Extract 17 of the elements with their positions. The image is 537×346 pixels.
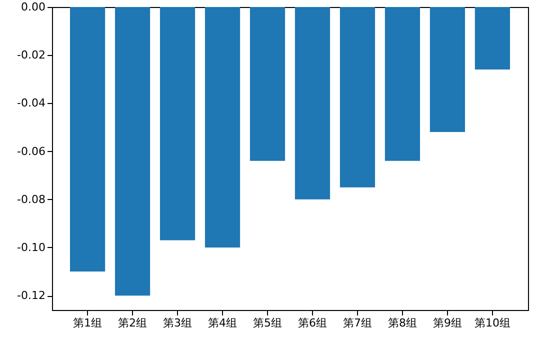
x-tick-label: 第7组 [342, 316, 372, 330]
y-tick-label: -0.10 [17, 240, 46, 254]
y-tick-label: -0.02 [17, 48, 46, 62]
x-tick-label: 第1组 [73, 316, 102, 330]
y-tick-label: -0.04 [17, 96, 46, 110]
x-tick-label: 第5组 [253, 316, 282, 330]
y-tick-label: 0.00 [21, 0, 46, 14]
y-tick-label: -0.06 [17, 144, 46, 158]
x-tick-label: 第9组 [432, 316, 462, 330]
x-tick-label: 第8组 [388, 316, 417, 330]
y-tick-label: -0.08 [17, 192, 46, 206]
x-tick-label: 第2组 [118, 316, 148, 330]
x-tick-label: 第10组 [474, 316, 510, 330]
x-tick-label: 第4组 [208, 316, 238, 330]
x-tick-label: 第3组 [163, 316, 192, 330]
y-tick-label: -0.12 [17, 289, 46, 302]
x-tick-label: 第6组 [298, 316, 327, 330]
